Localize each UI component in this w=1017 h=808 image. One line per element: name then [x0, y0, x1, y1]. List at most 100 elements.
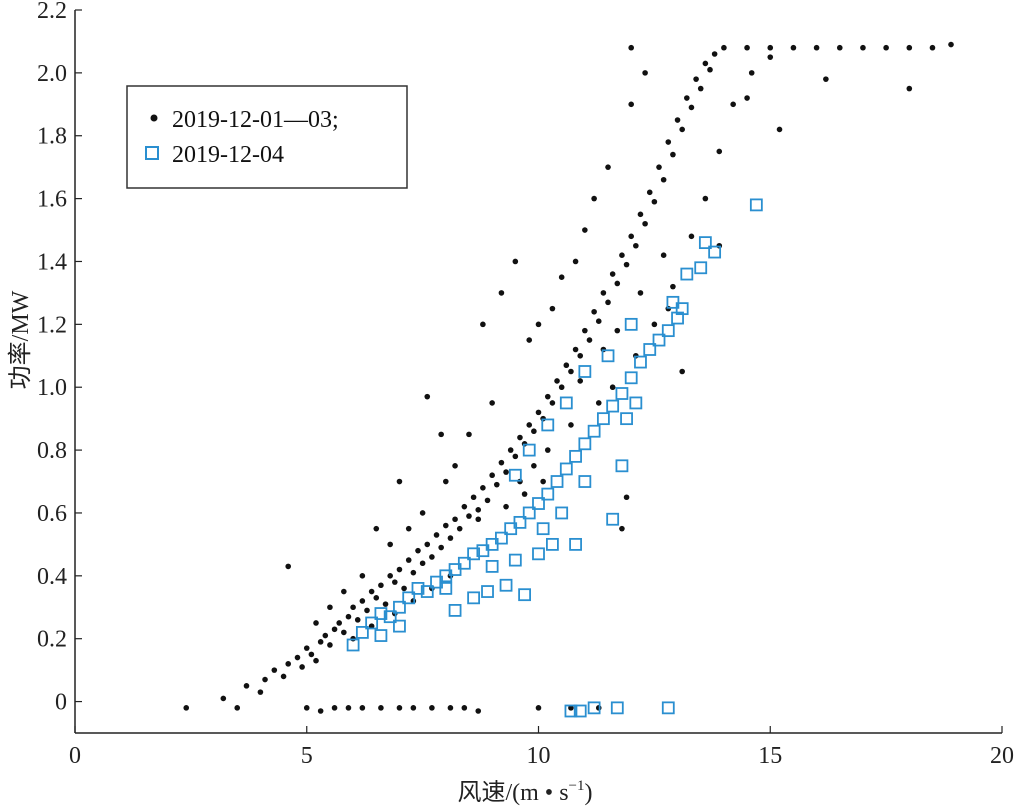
data-point: [447, 535, 454, 541]
data-point: [628, 233, 634, 240]
data-point: [439, 582, 453, 595]
data-point: [531, 463, 537, 469]
data-point: [448, 604, 462, 617]
data-point: [606, 512, 620, 526]
data-point: [702, 195, 709, 202]
data-point: [767, 54, 774, 60]
data-point: [595, 400, 602, 406]
data-point: [721, 44, 727, 51]
data-point: [633, 242, 639, 249]
data-point: [467, 547, 481, 561]
data-point: [541, 418, 555, 432]
data-point: [619, 525, 625, 532]
data-point: [401, 585, 407, 592]
data-point: [610, 701, 624, 715]
data-point: [568, 422, 574, 428]
data-point: [424, 393, 431, 400]
data-point: [535, 705, 542, 711]
data-point: [708, 245, 722, 259]
y-tick-label: 0.2: [37, 627, 67, 653]
data-point: [642, 220, 648, 227]
data-point: [587, 424, 601, 438]
data-point: [684, 95, 690, 101]
data-point: [670, 151, 676, 158]
data-point: [285, 661, 292, 667]
data-point: [526, 422, 533, 428]
data-point: [600, 290, 607, 296]
data-point: [512, 258, 519, 265]
data-point: [601, 349, 615, 363]
data-point: [294, 654, 301, 661]
data-point: [776, 126, 783, 133]
data-point: [378, 582, 384, 589]
data-point: [485, 559, 499, 573]
data-point: [587, 701, 601, 715]
data-point: [698, 236, 712, 250]
data-point: [591, 308, 597, 315]
data-point: [572, 346, 579, 353]
data-point: [670, 283, 676, 290]
data-point: [693, 76, 699, 82]
data-point: [652, 333, 666, 347]
data-point: [359, 705, 366, 711]
data-point: [660, 252, 667, 258]
data-point: [555, 506, 569, 520]
data-point: [489, 400, 495, 406]
data-point: [243, 683, 250, 689]
data-point: [419, 510, 426, 516]
data-point: [694, 261, 708, 275]
data-point: [744, 95, 750, 101]
data-point: [262, 676, 268, 683]
data-point: [484, 497, 491, 504]
data-point: [629, 396, 643, 410]
series-1: [183, 41, 954, 714]
data-point: [457, 556, 471, 570]
y-tick-label: 2.0: [37, 61, 67, 87]
data-point: [466, 513, 472, 519]
data-point: [688, 233, 695, 240]
data-point: [906, 85, 913, 92]
y-tick-label: 0.4: [37, 564, 67, 590]
data-point: [578, 475, 592, 488]
y-tick-label: 1.6: [37, 187, 67, 213]
data-point: [572, 258, 579, 265]
data-point: [568, 705, 574, 711]
data-point: [405, 525, 412, 532]
data-point: [929, 44, 936, 51]
data-point: [359, 573, 366, 579]
data-point: [790, 44, 797, 51]
data-point: [651, 198, 658, 205]
data-point: [541, 487, 555, 501]
data-point: [661, 701, 675, 715]
data-point: [382, 601, 389, 607]
data-point: [744, 44, 750, 51]
data-point: [596, 412, 610, 426]
data-point: [493, 481, 500, 488]
data-point: [836, 44, 843, 51]
data-point: [359, 598, 366, 604]
data-points: [183, 41, 954, 718]
data-point: [410, 569, 417, 576]
data-point: [443, 478, 449, 485]
data-point: [327, 642, 333, 648]
legend-box: [126, 85, 408, 189]
y-tick-label: 0: [55, 690, 67, 716]
legend-marker-square: [145, 146, 159, 160]
data-point: [558, 384, 565, 391]
data-point: [660, 176, 667, 183]
data-point: [569, 537, 582, 551]
y-tick-label: 1.2: [37, 312, 67, 338]
data-point: [605, 164, 611, 170]
data-point: [637, 290, 644, 296]
data-point: [303, 645, 310, 651]
series-2: [346, 198, 763, 718]
data-point: [467, 591, 481, 605]
data-point: [374, 607, 388, 620]
data-point: [535, 409, 542, 416]
data-point: [609, 271, 616, 277]
data-point: [368, 588, 375, 595]
x-tick-label: 20: [990, 743, 1014, 769]
data-point: [387, 573, 393, 579]
data-point: [322, 632, 329, 639]
data-point: [531, 428, 537, 435]
